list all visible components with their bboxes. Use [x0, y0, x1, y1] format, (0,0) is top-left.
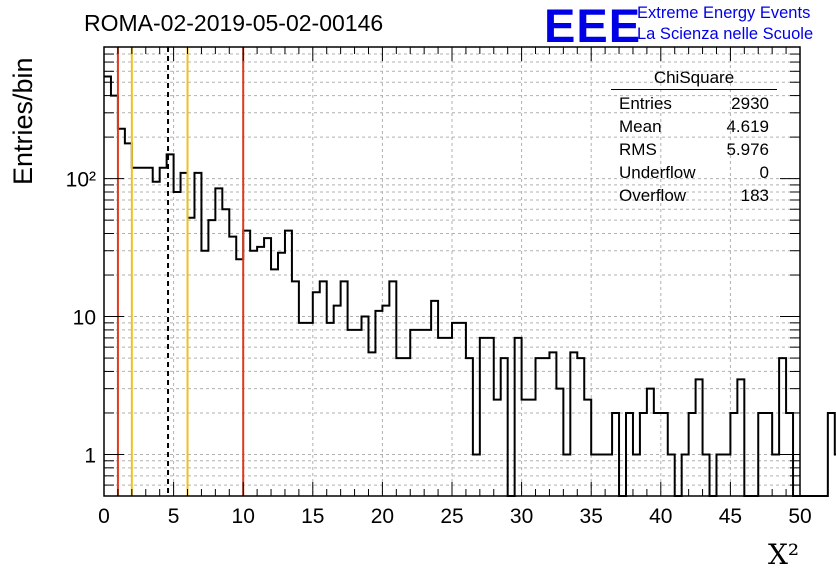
x-tick-label: 10	[232, 505, 255, 528]
x-tick-label: 50	[788, 505, 811, 528]
stats-value: 183	[740, 186, 769, 205]
x-tick-label: 45	[719, 505, 742, 528]
y-axis-label: Entries/bin	[8, 57, 38, 185]
x-axis-label: X²	[768, 538, 800, 571]
stats-label: RMS	[619, 140, 657, 159]
stats-value: 2930	[731, 94, 769, 113]
stats-row-overflow: Overflow 183	[611, 184, 777, 207]
stats-value: 5.976	[726, 140, 769, 159]
x-tick-label: 30	[510, 505, 533, 528]
stats-box: ChiSquare Entries 2930 Mean 4.619 RMS 5.…	[611, 66, 777, 207]
x-tick-label: 20	[371, 505, 394, 528]
y-tick-label: 10	[73, 307, 96, 330]
eee-logo: EEE	[544, 0, 642, 52]
x-tick-label: 40	[649, 505, 672, 528]
histogram-series	[104, 75, 836, 497]
stats-label: Overflow	[619, 186, 687, 205]
logo-line-1: Extreme Energy Events	[637, 4, 811, 22]
stats-row-entries: Entries 2930	[611, 92, 777, 115]
y-tick-label: 1	[84, 444, 96, 467]
x-tick-label: 0	[98, 505, 110, 528]
chart-title: ROMA-02-2019-05-02-00146	[84, 10, 384, 36]
logo-line-2: La Scienza nelle Scuole	[637, 25, 814, 43]
stats-value: 4.619	[726, 117, 769, 136]
stats-label: Entries	[619, 94, 672, 113]
stats-value: 0	[759, 163, 769, 182]
stats-row-mean: Mean 4.619	[611, 115, 777, 138]
stats-title: ChiSquare	[611, 66, 777, 90]
stats-row-underflow: Underflow 0	[611, 161, 777, 184]
x-tick-label: 35	[580, 505, 603, 528]
stats-row-rms: RMS 5.976	[611, 138, 777, 161]
x-tick-label: 5	[168, 505, 180, 528]
stats-label: Mean	[619, 117, 662, 136]
y-tick-label: 10²	[66, 169, 96, 192]
stats-label: Underflow	[619, 163, 696, 182]
x-tick-label: 15	[301, 505, 324, 528]
x-tick-label: 25	[440, 505, 463, 528]
